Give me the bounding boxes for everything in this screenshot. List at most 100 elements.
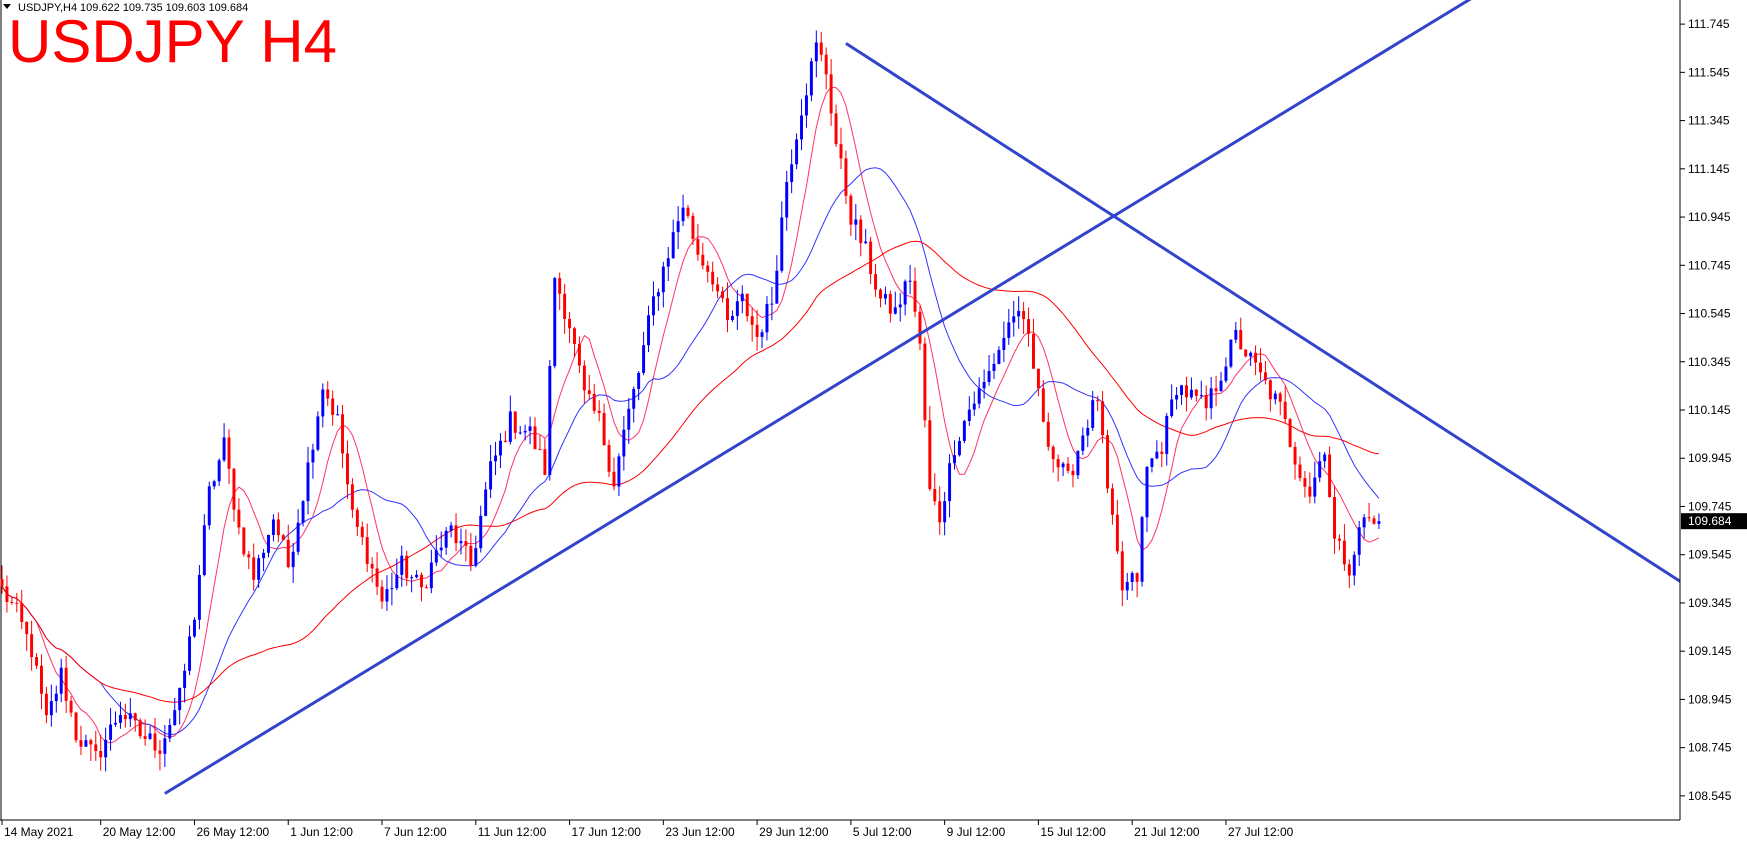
candle-body xyxy=(617,456,621,487)
candle-body xyxy=(1328,454,1332,497)
price-tick-label: 109.745 xyxy=(1688,499,1732,513)
candle-body xyxy=(1002,337,1006,350)
candle-body xyxy=(1130,573,1134,582)
candle-body xyxy=(824,54,828,75)
candle-body xyxy=(977,388,981,404)
candle xyxy=(424,584,428,589)
candle xyxy=(109,707,113,751)
candle-body xyxy=(1303,478,1307,487)
candle-body xyxy=(1367,517,1371,519)
candle xyxy=(726,282,729,333)
candle-body xyxy=(449,525,453,531)
candle xyxy=(153,717,157,758)
candle-body xyxy=(227,437,231,469)
menu-triangle-icon[interactable] xyxy=(3,4,11,9)
candle xyxy=(336,405,340,416)
candle xyxy=(1313,461,1317,504)
trendlines[interactable] xyxy=(164,0,1747,795)
candle xyxy=(854,204,858,241)
candle xyxy=(1027,307,1031,347)
candle xyxy=(54,685,58,713)
candle xyxy=(1273,390,1277,405)
candle-body xyxy=(188,636,192,671)
candle xyxy=(5,575,9,613)
candle-body xyxy=(513,411,517,433)
candle-body xyxy=(345,453,349,485)
candle-body xyxy=(745,293,749,317)
candle xyxy=(1278,391,1282,416)
candle xyxy=(1086,419,1090,448)
candle-body xyxy=(923,343,927,421)
candle xyxy=(800,99,803,151)
candle xyxy=(227,429,231,485)
candle-body xyxy=(780,217,784,271)
candle xyxy=(178,687,182,725)
candle xyxy=(0,565,4,594)
candle-body xyxy=(469,545,473,566)
candle-body xyxy=(1194,389,1198,396)
time-tick-label: 1 Jun 12:00 xyxy=(290,825,353,839)
time-tick-label: 14 May 2021 xyxy=(4,825,74,839)
candle xyxy=(558,272,562,311)
candle xyxy=(252,543,256,591)
candle-body xyxy=(158,750,162,754)
candle xyxy=(1056,454,1060,482)
candle xyxy=(267,534,270,558)
candle-body xyxy=(89,740,93,745)
candle-body xyxy=(1342,540,1346,565)
candle-body xyxy=(661,266,665,293)
candle xyxy=(400,545,404,587)
candle-body xyxy=(726,298,729,321)
candle-body xyxy=(1298,464,1302,479)
candle xyxy=(790,149,794,194)
candle-body xyxy=(207,486,211,526)
candle xyxy=(1372,515,1376,525)
candle-body xyxy=(1234,329,1238,340)
candle-body xyxy=(622,429,626,457)
candle xyxy=(1254,345,1258,376)
candle xyxy=(592,383,596,414)
candle-body xyxy=(1155,451,1159,459)
candle-body xyxy=(735,301,739,316)
candle xyxy=(1293,441,1297,480)
candle-body xyxy=(484,489,488,516)
candle xyxy=(967,396,971,426)
candle-body xyxy=(331,398,335,415)
candle-body xyxy=(1347,564,1351,576)
candle-body xyxy=(222,437,226,461)
candle-body xyxy=(967,409,971,421)
candle-body xyxy=(750,316,754,325)
candle xyxy=(1145,465,1149,533)
candle xyxy=(883,286,887,305)
candle-body xyxy=(903,281,907,305)
time-tick-label: 9 Jul 12:00 xyxy=(947,825,1006,839)
candle xyxy=(933,473,937,506)
candle-body xyxy=(686,207,690,216)
candle xyxy=(1051,444,1055,473)
candle xyxy=(1140,515,1144,587)
candle-body xyxy=(938,501,942,523)
descending-trendline[interactable] xyxy=(845,42,1747,660)
candle-body xyxy=(474,548,478,566)
candle xyxy=(1199,380,1203,399)
candle-body xyxy=(839,144,843,159)
candle-body xyxy=(676,221,680,233)
candle xyxy=(99,734,103,771)
candle xyxy=(706,260,710,283)
candle xyxy=(262,548,266,572)
candle-body xyxy=(257,558,261,580)
candle-body xyxy=(1239,329,1243,350)
ascending-trendline[interactable] xyxy=(164,0,1473,795)
candle-body xyxy=(913,280,917,312)
candle-body xyxy=(365,537,369,564)
candle xyxy=(568,311,572,344)
candle xyxy=(138,718,142,739)
candle xyxy=(49,684,53,727)
candle-body xyxy=(982,381,986,389)
candle xyxy=(1229,339,1233,369)
candle-body xyxy=(1229,339,1233,367)
candle-body xyxy=(20,603,24,622)
candle-body xyxy=(1091,400,1095,428)
candle xyxy=(1308,472,1312,504)
